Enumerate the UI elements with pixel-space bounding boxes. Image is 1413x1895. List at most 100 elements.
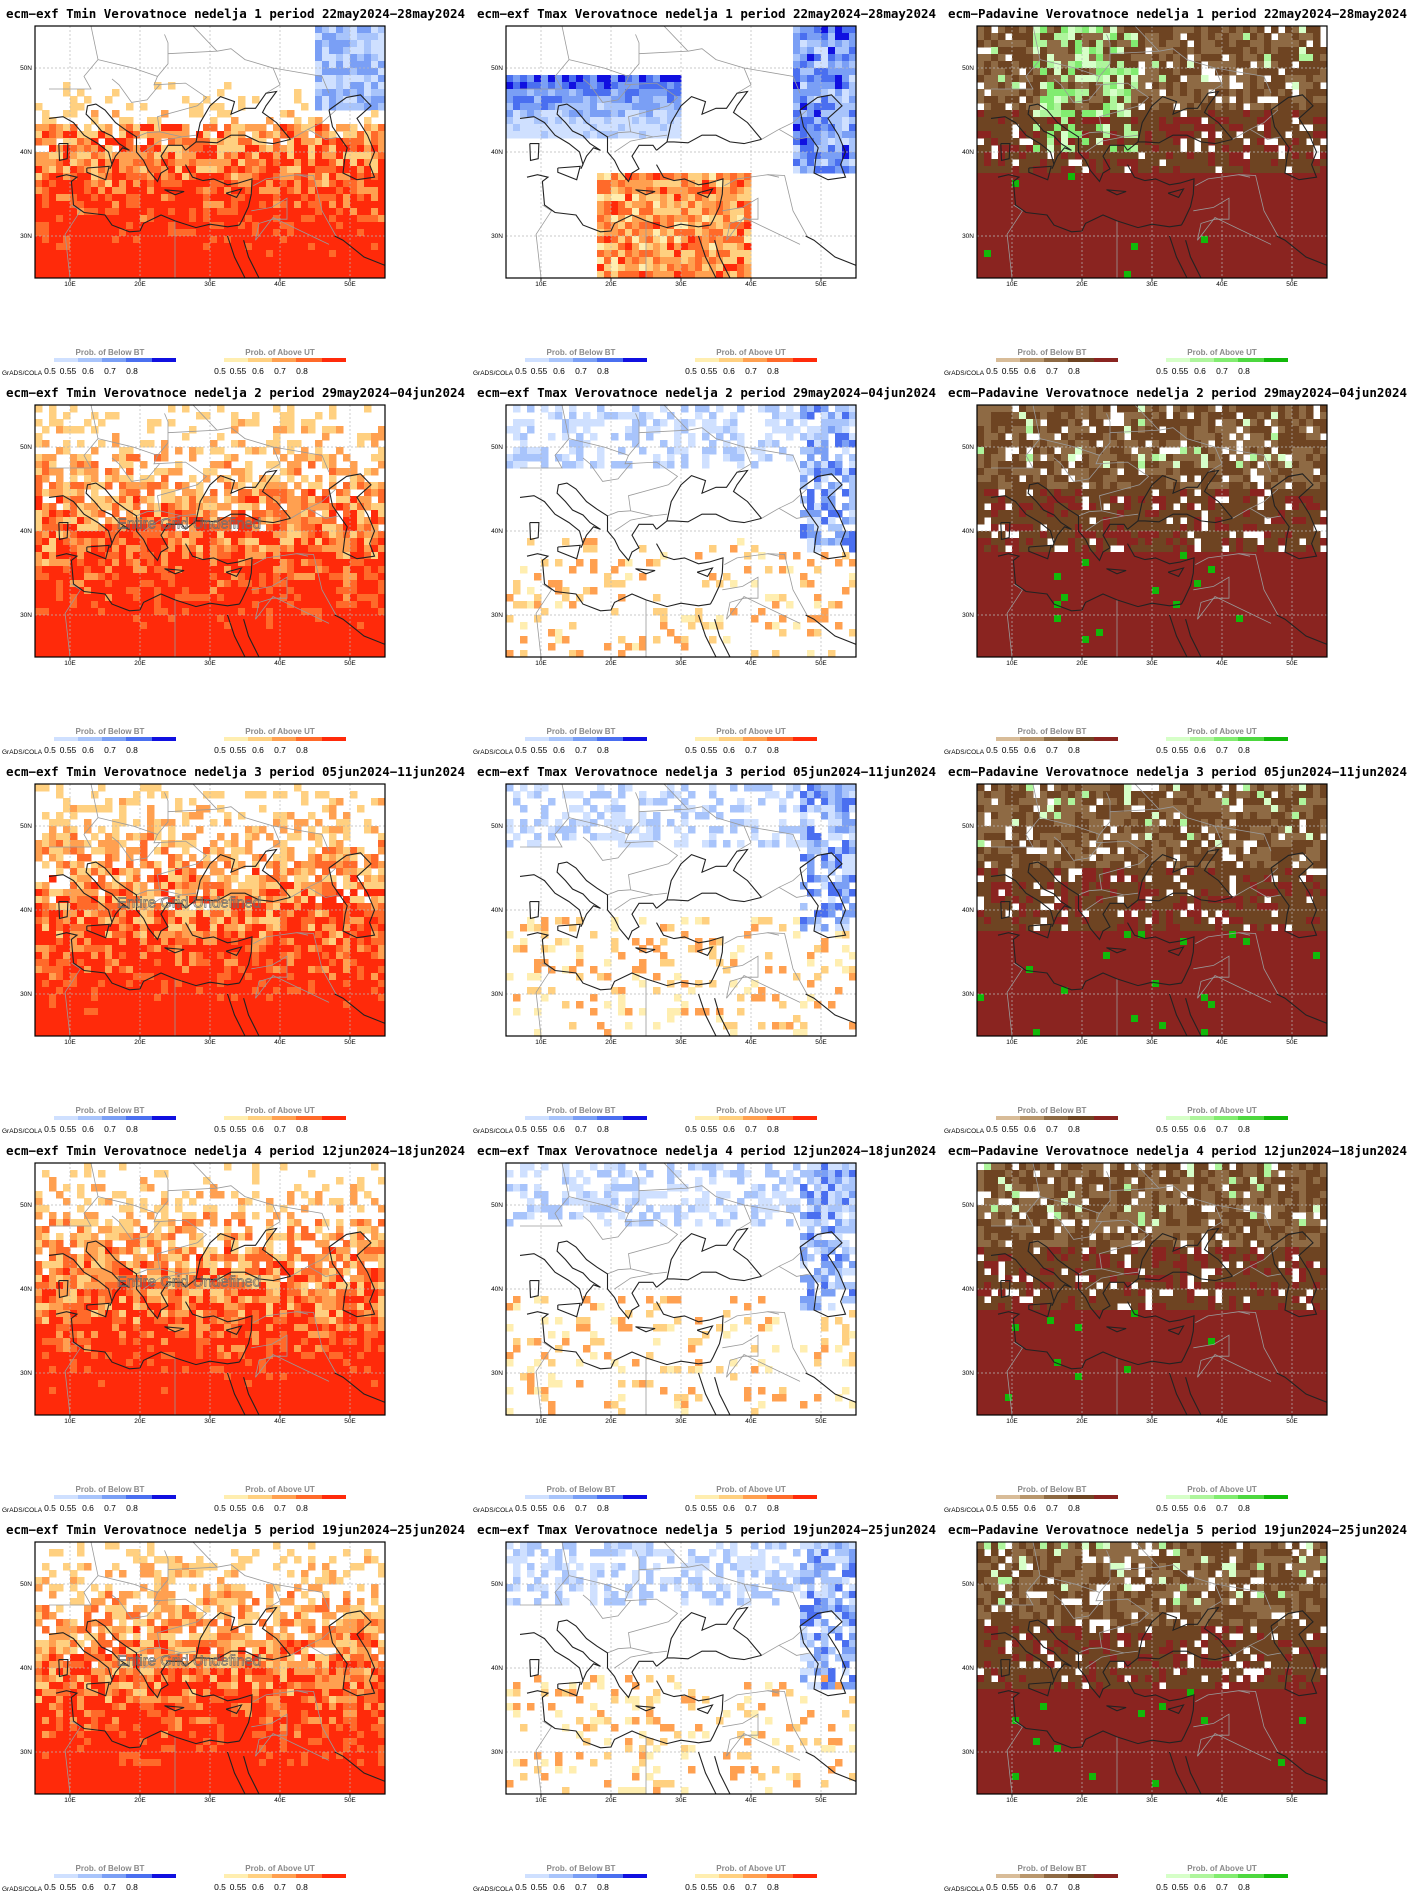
legend-tick-label: 0.8 bbox=[126, 1124, 138, 1134]
legend-tick-label: 0.7 bbox=[104, 1503, 116, 1513]
color-swatch bbox=[525, 1874, 549, 1878]
lon-tick-label: 30E bbox=[675, 281, 687, 288]
color-swatch bbox=[1190, 1495, 1214, 1499]
graticule bbox=[977, 1163, 1327, 1415]
below-legend-title: Prob. of Below BT bbox=[546, 1485, 616, 1494]
above-probability-legend: Prob. of Above UT 0.5 0.55 0.6 0.7 0.8 bbox=[1152, 727, 1292, 757]
lon-tick-label: 10E bbox=[1006, 281, 1018, 288]
color-swatch bbox=[1020, 1495, 1044, 1499]
legend-tick-label: 0.5 bbox=[515, 1503, 527, 1513]
panel-title: ecm−exf Tmax Verovatnoce nedelja 3 perio… bbox=[476, 764, 937, 779]
color-swatch bbox=[296, 1116, 322, 1120]
legend-tick-label: 0.8 bbox=[1238, 745, 1250, 755]
forecast-panel: ecm−exf Tmax Verovatnoce nedelja 3 perio… bbox=[471, 758, 942, 1137]
lat-tick-label: 30N bbox=[491, 1370, 503, 1377]
country-borders bbox=[520, 784, 811, 1036]
color-swatch bbox=[623, 1874, 647, 1878]
forecast-panel: ecm−Padavine Verovatnoce nedelja 5 perio… bbox=[942, 1516, 1413, 1895]
legend-tick-label: 0.7 bbox=[274, 366, 286, 376]
color-swatch bbox=[78, 1116, 102, 1120]
legend-tick-label: 0.5 bbox=[44, 1124, 56, 1134]
lat-tick-label: 50N bbox=[491, 1202, 503, 1209]
legend-tick-label: 0.55 bbox=[530, 1503, 548, 1513]
legend-tick-label: 0.7 bbox=[104, 366, 116, 376]
legend-tick-label: 0.7 bbox=[274, 1882, 286, 1892]
lon-tick-label: 20E bbox=[134, 1797, 146, 1804]
below-color-bar bbox=[54, 737, 176, 741]
above-color-bar bbox=[224, 1495, 346, 1499]
above-probability-legend: Prob. of Above UT 0.5 0.55 0.6 0.7 0.8 bbox=[681, 1106, 821, 1136]
country-borders bbox=[991, 1542, 1282, 1794]
lon-tick-label: 40E bbox=[1216, 1418, 1228, 1425]
lon-tick-label: 40E bbox=[1216, 660, 1228, 667]
country-borders bbox=[520, 26, 811, 278]
panel-title: ecm−exf Tmax Verovatnoce nedelja 1 perio… bbox=[476, 6, 937, 21]
lon-tick-label: 30E bbox=[204, 660, 216, 667]
color-swatch bbox=[322, 1116, 346, 1120]
panel-title: ecm−Padavine Verovatnoce nedelja 3 perio… bbox=[947, 764, 1408, 779]
color-swatch bbox=[224, 737, 248, 741]
legend-tick-label: 0.55 bbox=[700, 1124, 718, 1134]
colorbar-legend: GrADS/COLA Prob. of Below BT 0.5 0.55 0.6 0.7… bbox=[942, 727, 1413, 758]
legend-tick-label: 0.6 bbox=[82, 366, 94, 376]
color-swatch bbox=[102, 1495, 126, 1499]
graticule bbox=[35, 405, 385, 657]
color-swatch bbox=[322, 737, 346, 741]
lat-tick-label: 50N bbox=[962, 65, 974, 72]
color-swatch bbox=[1238, 737, 1264, 741]
legend-tick-label: 0.8 bbox=[296, 1882, 308, 1892]
below-color-bar bbox=[996, 737, 1118, 741]
legend-tick-label: 0.7 bbox=[104, 1882, 116, 1892]
above-probability-legend: Prob. of Above UT 0.5 0.55 0.6 0.7 0.8 bbox=[210, 348, 350, 378]
legend-tick-label: 0.55 bbox=[59, 1124, 77, 1134]
legend-tick-label: 0.8 bbox=[296, 745, 308, 755]
above-legend-title: Prob. of Above UT bbox=[1187, 1106, 1257, 1115]
legend-tick-label: 0.55 bbox=[59, 745, 77, 755]
below-legend-title: Prob. of Below BT bbox=[1017, 1485, 1087, 1494]
color-swatch bbox=[767, 1874, 793, 1878]
legend-tick-label: 0.6 bbox=[82, 1503, 94, 1513]
color-swatch bbox=[1166, 1874, 1190, 1878]
probability-field bbox=[506, 405, 856, 657]
below-probability-legend: Prob. of Below BT 0.5 0.55 0.6 0.7 0.8 bbox=[982, 1485, 1122, 1515]
color-swatch bbox=[102, 737, 126, 741]
lat-tick-label: 50N bbox=[491, 1581, 503, 1588]
below-color-bar bbox=[54, 1116, 176, 1120]
legend-tick-label: 0.55 bbox=[229, 1124, 247, 1134]
color-swatch bbox=[1238, 358, 1264, 362]
grads-credit: GrADS/COLA bbox=[944, 1128, 985, 1135]
country-borders bbox=[991, 784, 1282, 1036]
lat-tick-label: 30N bbox=[491, 991, 503, 998]
forecast-map: 10E 20E 30E 40E 50E 50N 40N 30N bbox=[491, 783, 857, 1046]
below-legend-title: Prob. of Below BT bbox=[75, 1485, 145, 1494]
legend-tick-label: 0.8 bbox=[597, 366, 609, 376]
legend-tick-label: 0.5 bbox=[1156, 366, 1168, 376]
lon-tick-label: 50E bbox=[344, 660, 356, 667]
below-probability-legend: Prob. of Below BT 0.5 0.55 0.6 0.7 0.8 bbox=[982, 348, 1122, 378]
legend-tick-label: 0.5 bbox=[986, 1882, 998, 1892]
forecast-map: 10E 20E 30E 40E 50E 50N 40N 30N bbox=[962, 1162, 1328, 1425]
color-swatch bbox=[54, 1116, 78, 1120]
colorbar-legend: GrADS/COLA Prob. of Below BT 0.5 0.55 0.6 0.7… bbox=[0, 348, 471, 379]
lat-tick-label: 30N bbox=[20, 991, 32, 998]
above-color-bar bbox=[224, 1116, 346, 1120]
color-swatch bbox=[1094, 1874, 1118, 1878]
legend-tick-label: 0.7 bbox=[1216, 1124, 1228, 1134]
above-probability-legend: Prob. of Above UT 0.5 0.55 0.6 0.7 0.8 bbox=[210, 1485, 350, 1515]
lat-tick-label: 30N bbox=[20, 1370, 32, 1377]
panel-title: ecm−exf Tmin Verovatnoce nedelja 3 perio… bbox=[5, 764, 466, 779]
color-swatch bbox=[573, 1116, 597, 1120]
above-legend-title: Prob. of Above UT bbox=[245, 1485, 315, 1494]
color-swatch bbox=[224, 1874, 248, 1878]
lat-tick-label: 40N bbox=[20, 1286, 32, 1293]
color-swatch bbox=[152, 737, 176, 741]
graticule bbox=[35, 1163, 385, 1415]
above-color-bar bbox=[224, 358, 346, 362]
legend-tick-label: 0.6 bbox=[82, 1124, 94, 1134]
below-probability-legend: Prob. of Below BT 0.5 0.55 0.6 0.7 0.8 bbox=[511, 348, 651, 378]
color-swatch bbox=[767, 1495, 793, 1499]
lon-tick-label: 10E bbox=[535, 1039, 547, 1046]
color-swatch bbox=[1044, 737, 1068, 741]
lat-tick-label: 40N bbox=[491, 1286, 503, 1293]
